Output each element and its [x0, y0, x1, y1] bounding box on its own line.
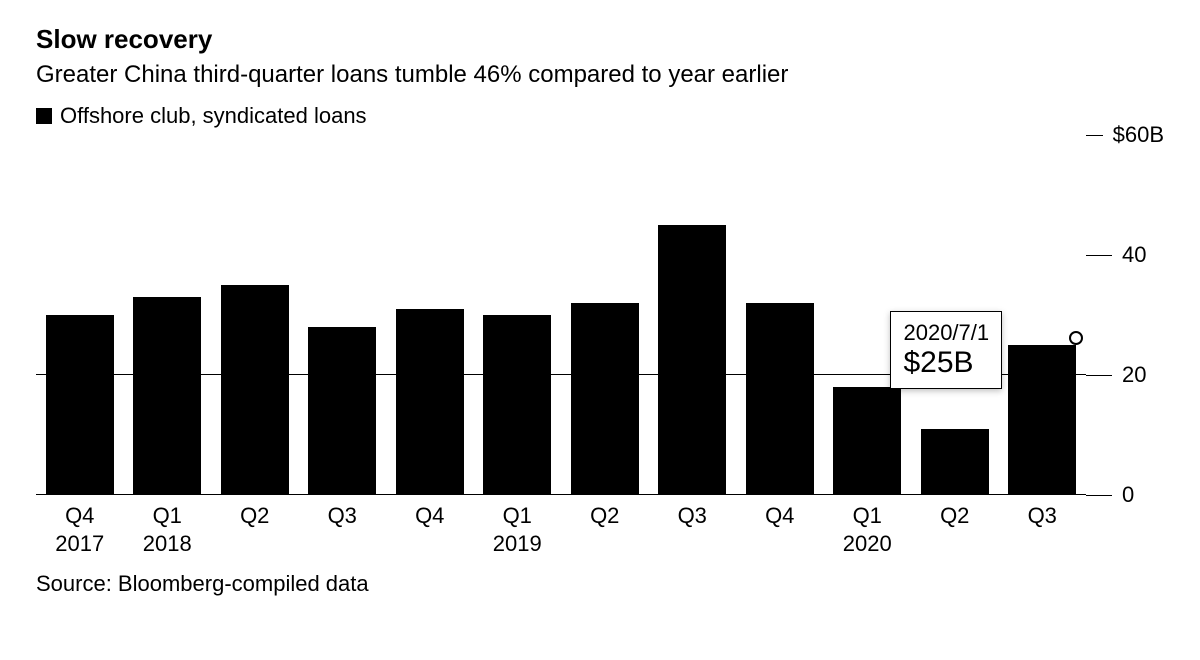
bar: [133, 297, 201, 495]
bar: [483, 315, 551, 495]
bar: [921, 429, 989, 495]
y-tick: $60B: [1086, 122, 1164, 148]
bar: [746, 303, 814, 495]
bar: [46, 315, 114, 495]
bar: [1008, 345, 1076, 495]
bar: [571, 303, 639, 495]
x-quarter-label: Q1: [503, 503, 532, 529]
legend-swatch: [36, 108, 52, 124]
x-axis-quarters: Q4 Q1 Q2 Q3 Q4 Q1 Q2 Q3 Q4 Q1 Q2 Q3: [36, 495, 1086, 529]
x-year-label: 2019: [493, 531, 542, 557]
tooltip-date: 2020/7/1: [903, 320, 989, 346]
plot-area: 2020/7/1$25B: [36, 135, 1086, 495]
y-axis: 02040$60B: [1086, 135, 1164, 495]
source-text: Source: Bloomberg-compiled data: [36, 571, 1164, 597]
y-tick: 0: [1086, 482, 1164, 508]
x-quarter-label: Q1: [853, 503, 882, 529]
x-quarter-label: Q4: [765, 503, 794, 529]
chart-area: 2020/7/1$25B 02040$60B: [36, 135, 1164, 495]
y-tick: 20: [1086, 362, 1164, 388]
y-tick-label: 20: [1122, 362, 1146, 388]
legend-label: Offshore club, syndicated loans: [60, 103, 367, 129]
x-quarter-label: Q3: [678, 503, 707, 529]
bar: [833, 387, 901, 495]
x-quarter-label: Q2: [940, 503, 969, 529]
y-tick-label: $60B: [1113, 122, 1164, 148]
x-quarter-label: Q2: [240, 503, 269, 529]
x-quarter-label: Q1: [153, 503, 182, 529]
tooltip: 2020/7/1$25B: [890, 311, 1002, 389]
y-tick: 40: [1086, 242, 1164, 268]
x-axis-years: 2017 2018 2019 2020: [36, 529, 1086, 563]
tooltip-value: $25B: [903, 346, 989, 380]
y-tick-label: 0: [1122, 482, 1134, 508]
bar: [658, 225, 726, 495]
marker-circle-icon: [1069, 331, 1083, 345]
x-year-label: 2018: [143, 531, 192, 557]
y-tick-label: 40: [1122, 242, 1146, 268]
x-quarter-label: Q3: [328, 503, 357, 529]
bar: [308, 327, 376, 495]
chart-subtitle: Greater China third-quarter loans tumble…: [36, 61, 1164, 89]
bar: [221, 285, 289, 495]
x-year-label: 2020: [843, 531, 892, 557]
x-quarter-label: Q4: [65, 503, 94, 529]
x-quarter-label: Q4: [415, 503, 444, 529]
x-quarter-label: Q2: [590, 503, 619, 529]
x-quarter-label: Q3: [1028, 503, 1057, 529]
legend: Offshore club, syndicated loans: [36, 103, 1164, 129]
x-year-label: 2017: [55, 531, 104, 557]
bar: [396, 309, 464, 495]
chart-title: Slow recovery: [36, 24, 1164, 55]
